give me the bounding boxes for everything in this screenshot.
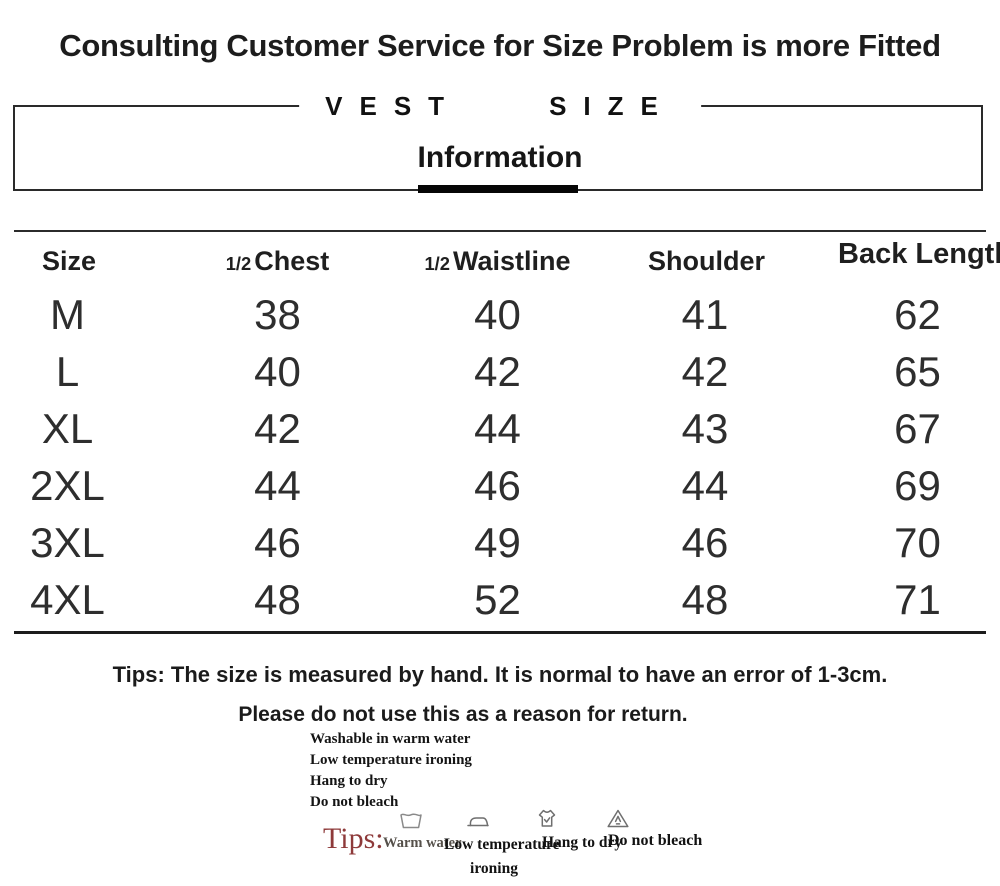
- low-temp-ironing-label: Low temperature ironing: [444, 836, 560, 877]
- warm-water-label: Warm water: [383, 835, 462, 851]
- cell-shoulder: 41: [681, 290, 729, 338]
- care-item: Low temperature ironing: [310, 752, 472, 768]
- cell-size: XL: [41, 404, 94, 452]
- table-row: 4XL 48 52 48 71: [0, 571, 1000, 628]
- cell-back-length: 62: [894, 290, 941, 338]
- cell-shoulder: 48: [681, 575, 729, 623]
- care-item: Washable in warm water: [310, 731, 471, 747]
- banner-word-vest: VEST: [325, 91, 462, 121]
- banner-word-size: SIZE: [549, 91, 675, 121]
- iron-icon: [466, 811, 490, 829]
- column-header-back-length: Back Length: [838, 237, 1000, 270]
- cell-back-length: 70: [894, 518, 941, 566]
- table-header-row: Size 1/2 Chest 1/2 Waistline Shoulder Back…: [0, 236, 1000, 286]
- column-header-size: Size: [41, 245, 97, 276]
- cell-waistline: 42: [474, 347, 521, 395]
- cell-shoulder: 43: [681, 404, 729, 452]
- cell-back-length: 69: [894, 461, 941, 509]
- table-row: 2XL 44 46 44 69: [0, 457, 1000, 514]
- measurement-note: Tips: The size is measured by hand. It i…: [112, 662, 888, 687]
- cell-size: L: [55, 347, 80, 395]
- cell-waistline: 46: [474, 461, 521, 509]
- cell-waistline: 44: [474, 404, 521, 452]
- care-instructions-list: Washable in warm water Low temperature i…: [310, 729, 472, 813]
- table-row: M 38 40 41 62: [0, 286, 1000, 343]
- cell-back-length: 67: [894, 404, 941, 452]
- cell-size: 2XL: [30, 461, 105, 509]
- cell-chest: 48: [254, 575, 301, 623]
- cell-waistline: 49: [474, 518, 521, 566]
- wash-tub-icon: [399, 809, 423, 829]
- size-banner-heading: VEST SIZE: [299, 90, 701, 122]
- cell-chest: 40: [254, 347, 301, 395]
- return-note: Please do not use this as a reason for r…: [238, 703, 688, 726]
- do-not-bleach-icon: [606, 808, 630, 828]
- cell-shoulder: 44: [681, 461, 729, 509]
- column-header-shoulder: Shoulder: [647, 245, 765, 276]
- cell-chest: 38: [254, 290, 301, 338]
- table-row: L 40 42 42 65: [0, 343, 1000, 400]
- cell-back-length: 71: [894, 575, 941, 623]
- cell-shoulder: 42: [681, 347, 729, 395]
- subtitle-underline: [418, 185, 578, 193]
- care-item: Hang to dry: [310, 773, 388, 789]
- hang-to-dry-label: Hang to dry: [542, 834, 623, 851]
- care-item: Do not bleach: [310, 794, 399, 810]
- cell-size: 4XL: [30, 575, 105, 623]
- cell-waistline: 40: [474, 290, 521, 338]
- cell-chest: 44: [254, 461, 301, 509]
- cell-waistline: 52: [474, 575, 521, 623]
- cell-size: 3XL: [30, 518, 105, 566]
- column-header-chest: 1/2 Chest: [225, 245, 330, 276]
- cell-shoulder: 46: [681, 518, 729, 566]
- table-bottom-rule: [14, 631, 986, 634]
- cell-back-length: 65: [894, 347, 941, 395]
- page-title: Consulting Customer Service for Size Pro…: [59, 28, 941, 63]
- banner-subtitle: Information: [417, 141, 583, 174]
- table-row: XL 42 44 43 67: [0, 400, 1000, 457]
- cell-chest: 46: [254, 518, 301, 566]
- do-not-bleach-label: Do not bleach: [608, 832, 703, 849]
- hang-dry-icon: [536, 807, 558, 829]
- footer-tips-label: Tips:: [323, 822, 384, 855]
- cell-chest: 42: [254, 404, 301, 452]
- cell-size: M: [50, 290, 85, 338]
- table-top-rule: [14, 230, 986, 232]
- size-table: Size 1/2 Chest 1/2 Waistline Shoulder Back…: [0, 236, 1000, 628]
- table-row: 3XL 46 49 46 70: [0, 514, 1000, 571]
- column-header-waistline: 1/2 Waistline: [424, 245, 571, 276]
